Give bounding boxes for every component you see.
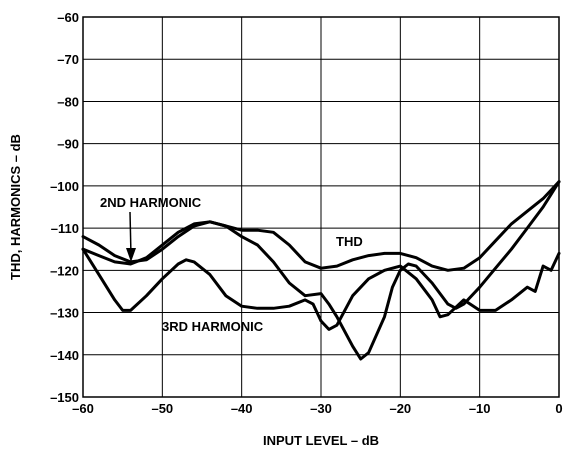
y-tick-label: –90 (57, 137, 79, 152)
x-tick-label: –30 (310, 401, 332, 416)
annotation-2nd-harmonic: 2ND HARMONIC (100, 195, 202, 210)
series-line-3rd-harmonic (81, 247, 561, 331)
y-tick-label: –100 (50, 179, 79, 194)
y-tick-label: –60 (57, 10, 79, 25)
plot-frame (82, 16, 560, 398)
y-tick-label: –120 (50, 263, 79, 278)
y-tick-label: –80 (57, 94, 79, 109)
y-tick-label: –140 (50, 348, 79, 363)
y-tick-label: –150 (50, 390, 79, 405)
y-tick-labels: –60 –70 –80 –90 –100 –110 –120 –130 –140 –150 (50, 10, 79, 405)
x-tick-label: –50 (151, 401, 173, 416)
x-tick-label: 0 (555, 401, 562, 416)
annotation-thd: THD (336, 234, 363, 249)
x-tick-labels: –60 –50 –40 –30 –20 –10 0 (72, 401, 562, 416)
x-tick-label: –40 (231, 401, 253, 416)
x-tick-label: –10 (469, 401, 491, 416)
x-tick-label: –20 (389, 401, 411, 416)
series-line-2nd-harmonic (81, 180, 561, 361)
x-tick-label: –60 (72, 401, 94, 416)
y-tick-label: –130 (50, 306, 79, 321)
annotation-3rd-harmonic: 3RD HARMONIC (162, 319, 264, 334)
y-tick-label: –70 (57, 52, 79, 67)
grid (83, 17, 559, 397)
y-tick-label: –110 (51, 221, 79, 236)
curves (81, 180, 561, 361)
series-line-thd (81, 180, 561, 272)
x-axis-label: INPUT LEVEL – dB (263, 433, 379, 448)
y-axis-label: THD, HARMONICS – dB (8, 134, 23, 280)
annotation-2nd-harmonic-arrowhead (126, 248, 136, 262)
